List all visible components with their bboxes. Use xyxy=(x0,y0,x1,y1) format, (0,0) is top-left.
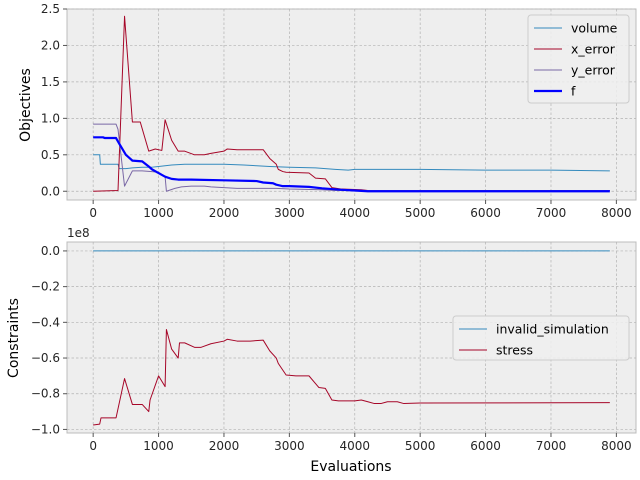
x-tick-label: 5000 xyxy=(405,439,436,453)
y-tick-label: −0.2 xyxy=(31,280,60,294)
x-tick-label: 1000 xyxy=(143,439,174,453)
series-line-volume xyxy=(93,154,610,172)
x-tick-label: 8000 xyxy=(601,439,632,453)
y-tick-label: 1.5 xyxy=(41,75,60,89)
x-tick-label: 6000 xyxy=(470,439,501,453)
series-line-x-error xyxy=(93,15,610,192)
legend-label: stress xyxy=(496,343,533,358)
y-axis-label: Objectives xyxy=(18,68,34,142)
x-tick-label: 1000 xyxy=(143,206,174,220)
chart-panel-1: 0 1000 2000 3000 4000 5000 6000 7000 8000 0.0 0.5 1… xyxy=(18,2,637,220)
legend-box xyxy=(452,315,630,361)
y-tick-label: 0.0 xyxy=(41,244,60,258)
y-axis-label: Constraints xyxy=(6,298,22,378)
x-tick-label: 2000 xyxy=(209,439,240,453)
x-tick-label: 2000 xyxy=(209,206,240,220)
legend-label: x_error xyxy=(571,42,616,57)
y-tick-label: 2.5 xyxy=(41,2,60,16)
x-tick-label: 7000 xyxy=(536,439,567,453)
series-line-f xyxy=(93,136,610,193)
x-tick-label: 4000 xyxy=(339,439,370,453)
x-tick-label: 3000 xyxy=(274,206,305,220)
y-tick-label: 0.5 xyxy=(41,148,60,162)
x-tick-label: 5000 xyxy=(405,206,436,220)
legend-label: y_error xyxy=(571,63,616,78)
x-tick-label: 8000 xyxy=(601,206,632,220)
y-tick-label: 0.0 xyxy=(41,184,60,198)
x-axis-label: Evaluations xyxy=(310,459,391,475)
chart-panel-2: 0 1000 2000 3000 4000 5000 6000 7000 8000 0.0 −0.2… xyxy=(6,226,637,475)
legend-label: volume xyxy=(571,21,618,36)
x-tick-label: 7000 xyxy=(536,206,567,220)
x-tick-label: 0 xyxy=(89,206,97,220)
x-tick-label: 3000 xyxy=(274,439,305,453)
legend-label: f xyxy=(571,84,576,99)
series-line-stress xyxy=(93,328,610,426)
y-tick-label: −0.4 xyxy=(31,315,60,329)
y-offset-text: 1e8 xyxy=(67,226,90,240)
y-tick-label: 2.0 xyxy=(41,38,60,52)
x-tick-label: 4000 xyxy=(339,206,370,220)
legend-label: invalid_simulation xyxy=(496,322,609,337)
x-tick-label: 6000 xyxy=(470,206,501,220)
x-tick-label: 0 xyxy=(89,439,97,453)
series-line-y-error xyxy=(93,123,610,192)
legend-box xyxy=(527,14,630,104)
y-tick-label: 1.0 xyxy=(41,111,60,125)
y-tick-label: −0.8 xyxy=(31,387,60,401)
y-tick-label: −0.6 xyxy=(31,351,60,365)
y-tick-label: −1.0 xyxy=(31,422,60,436)
